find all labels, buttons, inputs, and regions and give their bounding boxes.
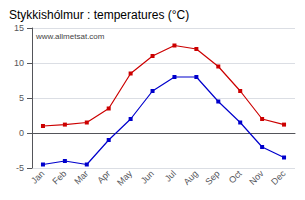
svg-text:0: 0	[19, 128, 24, 138]
svg-text:Feb: Feb	[50, 168, 68, 186]
svg-text:15: 15	[14, 23, 24, 33]
svg-text:Sep: Sep	[203, 168, 221, 186]
svg-text:Nov: Nov	[247, 168, 266, 187]
svg-text:Stykkishólmur : temperatures (: Stykkishólmur : temperatures (°C)	[9, 8, 189, 22]
svg-text:May: May	[115, 168, 134, 187]
svg-text:Jun: Jun	[139, 168, 156, 185]
svg-text:www.allmetsat.com: www.allmetsat.com	[35, 32, 105, 41]
svg-text:Oct: Oct	[227, 168, 244, 185]
svg-text:Jan: Jan	[29, 168, 46, 185]
svg-text:Dec: Dec	[269, 168, 288, 187]
svg-text:5: 5	[19, 93, 24, 103]
svg-text:Aug: Aug	[182, 168, 200, 186]
svg-text:Jul: Jul	[163, 168, 178, 183]
svg-text:Apr: Apr	[95, 168, 112, 185]
svg-text:Mar: Mar	[72, 168, 90, 186]
svg-text:10: 10	[14, 58, 24, 68]
svg-text:-5: -5	[16, 163, 24, 173]
